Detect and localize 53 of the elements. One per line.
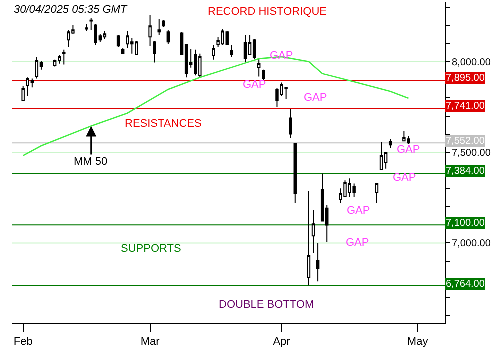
candlestick bbox=[148, 14, 152, 47]
annotation: SUPPORTS bbox=[121, 243, 182, 255]
annotation: RECORD HISTORIQUE bbox=[208, 6, 327, 18]
candlestick bbox=[53, 59, 57, 68]
y-tick-label: 7,000.00 bbox=[452, 238, 492, 250]
candlestick bbox=[244, 34, 248, 64]
candlestick bbox=[388, 138, 392, 148]
y-tick-label: 7,500.00 bbox=[452, 148, 492, 160]
candlestick bbox=[294, 144, 297, 204]
annotation: 30/04/2025 05:35 GMT bbox=[14, 4, 128, 16]
candlestick bbox=[230, 44, 234, 58]
x-tick-label: Apr bbox=[273, 336, 291, 348]
y-tick-label: 8,000.00 bbox=[452, 57, 492, 68]
annotation: DOUBLE BOTTOM bbox=[219, 299, 314, 311]
annotation: GAP bbox=[397, 144, 420, 156]
candlestick bbox=[121, 48, 125, 54]
candlestick bbox=[158, 18, 161, 36]
candlestick bbox=[85, 24, 88, 32]
candlestick bbox=[380, 142, 384, 170]
annotation: GAP bbox=[346, 237, 370, 249]
candlestick bbox=[62, 49, 66, 66]
candlestick bbox=[375, 183, 379, 204]
candlestick bbox=[312, 210, 316, 254]
ref-line-label: 7,100.00 bbox=[446, 218, 486, 229]
annotation: GAP bbox=[304, 92, 328, 104]
annotation: RESISTANCES bbox=[125, 118, 202, 130]
candlestick bbox=[153, 40, 156, 64]
x-tick-label: Feb bbox=[14, 336, 33, 348]
candlestick bbox=[22, 86, 25, 102]
candlestick bbox=[162, 20, 166, 28]
candlestick bbox=[257, 58, 261, 78]
candlestick bbox=[316, 242, 320, 282]
candlestick bbox=[103, 30, 107, 40]
candlestick bbox=[289, 108, 292, 139]
annotation: GAP bbox=[393, 172, 416, 184]
ref-line-label: 7,384.00 bbox=[446, 166, 486, 177]
ref-line-label: 7,895.00 bbox=[446, 73, 486, 84]
annotation: MM 50 bbox=[74, 156, 108, 168]
candlestick bbox=[166, 30, 170, 45]
ref-line-label: 7,741.00 bbox=[446, 101, 486, 112]
ref-line-label: 6,764.00 bbox=[446, 279, 486, 290]
annotation: GAP bbox=[347, 205, 370, 217]
candlestick bbox=[307, 191, 311, 286]
annotation: GAP bbox=[243, 79, 266, 91]
candlestick bbox=[212, 44, 216, 60]
candlestick bbox=[35, 56, 39, 80]
candlestick bbox=[252, 38, 256, 60]
ref-line-label: 7,552.00 bbox=[446, 136, 486, 147]
x-tick-label: Mar bbox=[140, 336, 160, 348]
x-tick-label: May bbox=[407, 336, 429, 348]
candlestick bbox=[262, 69, 266, 82]
candlestick bbox=[90, 18, 93, 31]
candlestick bbox=[116, 34, 120, 48]
